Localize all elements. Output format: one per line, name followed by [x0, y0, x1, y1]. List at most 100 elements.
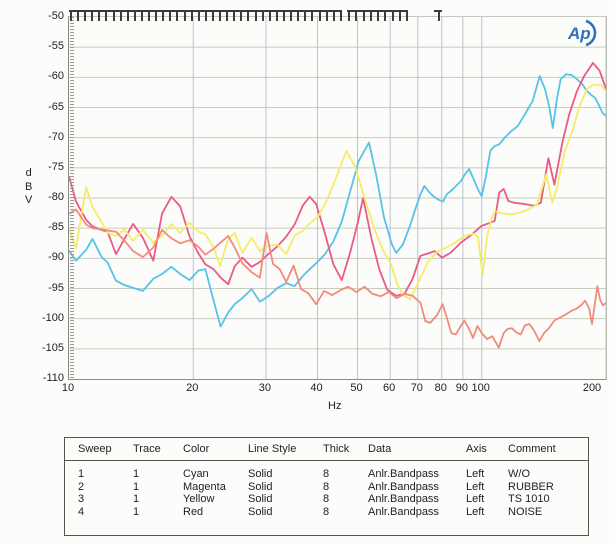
table-cell: Anlr.Bandpass	[368, 493, 439, 505]
logo-text: Ap	[567, 24, 591, 43]
x-axis-unit-label: Hz	[328, 400, 342, 412]
sweep-tick	[348, 10, 350, 21]
sweep-tick	[155, 10, 157, 21]
table-cell: Anlr.Bandpass	[368, 505, 439, 518]
table-cell: Solid	[248, 468, 273, 480]
trace-cyan	[69, 73, 606, 328]
audio-precision-logo: Ap	[567, 19, 597, 47]
table-cell: 8	[323, 480, 330, 493]
table-cell: Cyan	[183, 468, 209, 480]
trace-yellow	[69, 83, 606, 301]
table-row: 2 1 Magenta Solid 8 Anlr.Bandpass Left RUBBER	[65, 481, 588, 494]
x-tick-label: 50	[350, 382, 363, 394]
table-cell: 8	[323, 468, 330, 480]
sweep-tick	[212, 10, 214, 21]
table-header-cell: Axis	[466, 443, 487, 455]
x-tick-label: 90	[455, 382, 468, 394]
y-tick-label: -80	[48, 191, 64, 203]
table-cell: Solid	[248, 480, 273, 493]
table-cell: Solid	[248, 493, 273, 505]
sweep-tick	[262, 10, 264, 21]
table-cell: RUBBER	[508, 480, 554, 493]
sweep-tick	[384, 10, 386, 21]
table-cell: Solid	[248, 505, 273, 518]
plot-area	[68, 16, 607, 380]
table-cell: Left	[466, 480, 485, 493]
sweep-tick	[392, 10, 394, 21]
sweep-tick	[226, 10, 228, 21]
table-cell: 2	[78, 480, 85, 493]
y-tick-label: -55	[48, 40, 64, 53]
sweep-tick	[184, 10, 186, 21]
x-tick-label: 80	[434, 382, 447, 394]
sweep-tick	[134, 10, 136, 21]
x-tick-label: 40	[310, 382, 323, 394]
x-tick-label: 100	[471, 382, 490, 394]
sweep-tick	[370, 10, 372, 21]
table-cell: Left	[466, 493, 485, 505]
sweep-tick	[326, 10, 328, 21]
sweep-tick	[363, 10, 365, 21]
chart-canvas	[69, 17, 606, 379]
sweep-tick	[255, 10, 257, 21]
table-cell: 1	[133, 468, 140, 480]
sweep-tick-cap	[69, 10, 342, 12]
sweep-tick	[240, 10, 242, 21]
sweep-tick	[269, 10, 271, 21]
sweep-tick	[169, 10, 171, 21]
sweep-tick	[205, 10, 207, 21]
sweep-tick	[113, 10, 115, 21]
y-tick-label: -60	[48, 70, 64, 83]
sweep-tick	[247, 10, 249, 21]
sweep-tick	[311, 10, 313, 21]
sweep-tick	[290, 10, 292, 21]
table-row: 3 1 Yellow Solid 8 Anlr.Bandpass Left TS 1010	[65, 493, 588, 506]
x-tick-label: 30	[258, 382, 272, 394]
sweep-tick-cap	[347, 10, 407, 12]
table-body: 1 1 Cyan Solid 8 Anlr.Bandpass Left W/O 2 1 Magent…	[65, 461, 588, 518]
sweep-tick	[297, 10, 299, 21]
x-tick-label: 20	[186, 382, 199, 394]
sweep-tick	[399, 10, 401, 21]
y-tick-label: -65	[48, 100, 64, 113]
sweep-tick	[141, 10, 143, 21]
sweep-tick	[98, 10, 100, 21]
table-header-row: Sweep Trace Color Line Style Thick Data Axis Co…	[65, 438, 588, 461]
table-row: 1 1 Cyan Solid 8 Anlr.Bandpass Left W/O	[65, 468, 588, 481]
y-tick-label: -105	[41, 341, 64, 354]
sweep-tick	[304, 10, 306, 21]
sweep-tick-cap	[434, 10, 442, 12]
sweep-tick	[127, 10, 129, 21]
table-cell: Left	[466, 468, 485, 480]
sweep-tick	[191, 10, 193, 21]
trace-magenta	[69, 62, 606, 297]
table-header-cell: Thick	[323, 443, 350, 455]
trace-red	[69, 208, 606, 349]
x-tick-label: 10	[61, 382, 75, 394]
sweep-tick	[120, 10, 122, 21]
sweep-legend-table: Sweep Trace Color Line Style Thick Data Axis Co…	[64, 437, 589, 536]
table-header-cell: Comment	[508, 443, 556, 455]
y-tick-label: -75	[48, 160, 64, 173]
y-tick-label: -110	[42, 372, 64, 384]
sweep-tick	[91, 10, 93, 21]
y-axis-minor-ticks	[70, 17, 74, 379]
table-header-cell: Color	[183, 443, 210, 455]
sweep-tick	[438, 10, 440, 21]
sweep-tick	[176, 10, 178, 21]
table-cell: Anlr.Bandpass	[368, 468, 439, 480]
table-cell: 8	[323, 493, 330, 505]
x-tick-label: 60	[383, 382, 396, 394]
sweep-tick	[355, 10, 357, 21]
table-cell: Magenta	[183, 480, 226, 493]
table-cell: 3	[78, 493, 85, 505]
table-cell: Yellow	[183, 493, 215, 505]
sweep-tick	[283, 10, 285, 21]
y-tick-label: -95	[48, 281, 64, 294]
table-header-cell: Data	[368, 443, 392, 455]
y-tick-label: -90	[48, 251, 64, 264]
table-cell: Red	[183, 505, 204, 518]
sweep-tick	[233, 10, 235, 21]
x-tick-label: 200	[582, 382, 602, 394]
sweep-tick	[406, 10, 408, 21]
